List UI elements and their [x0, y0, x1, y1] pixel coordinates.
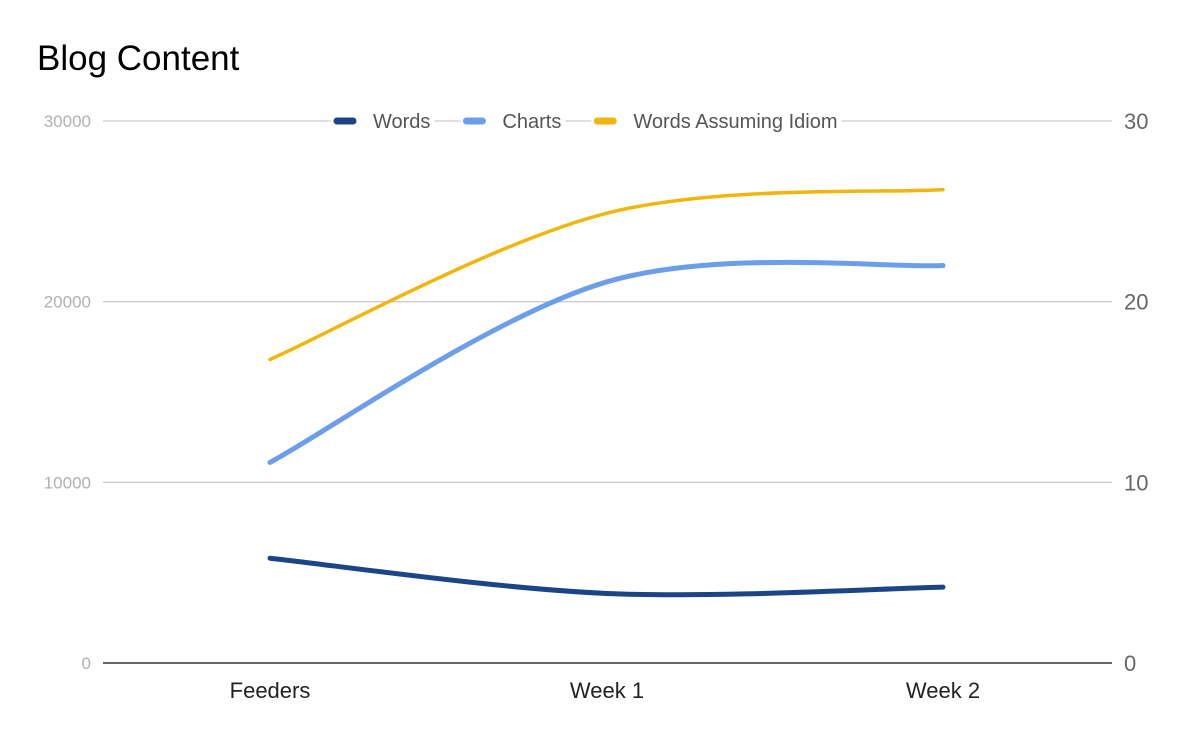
legend-item: Charts — [460, 109, 566, 133]
series-line-words-assuming-idiom — [268, 187, 945, 362]
legend-label: Words Assuming Idiom — [633, 111, 837, 133]
y-right-tick-label: 30 — [1124, 109, 1148, 134]
legend-item: Words — [331, 109, 435, 133]
y-left-tick-label: 20000 — [44, 293, 91, 312]
series-lines — [267, 187, 946, 598]
y-left-tick-label: 0 — [82, 654, 91, 673]
y-left-tick-label: 30000 — [44, 112, 91, 131]
x-tick-label: Feeders — [230, 678, 311, 703]
legend-item: Words Assuming Idiom — [591, 109, 842, 133]
x-tick-label: Week 1 — [570, 678, 644, 703]
y-right-tick-label: 20 — [1124, 290, 1148, 315]
axis-ticks: 0 10000 20000 30000 0 10 20 30 Feeders Week 1 Week… — [44, 109, 1149, 703]
series-line-charts — [267, 259, 946, 465]
legend-item-background — [591, 109, 842, 133]
series-line-words — [267, 555, 946, 598]
y-right-tick-label: 0 — [1124, 651, 1136, 676]
y-right-tick-label: 10 — [1124, 470, 1148, 495]
y-left-tick-label: 10000 — [44, 473, 91, 492]
legend-label: Charts — [502, 111, 561, 133]
x-tick-label: Week 2 — [906, 678, 980, 703]
gridlines — [103, 120, 1112, 664]
legend: Words Charts Words Assuming Idiom — [331, 109, 842, 133]
chart-title: Blog Content — [37, 39, 240, 78]
legend-label: Words — [373, 111, 430, 133]
